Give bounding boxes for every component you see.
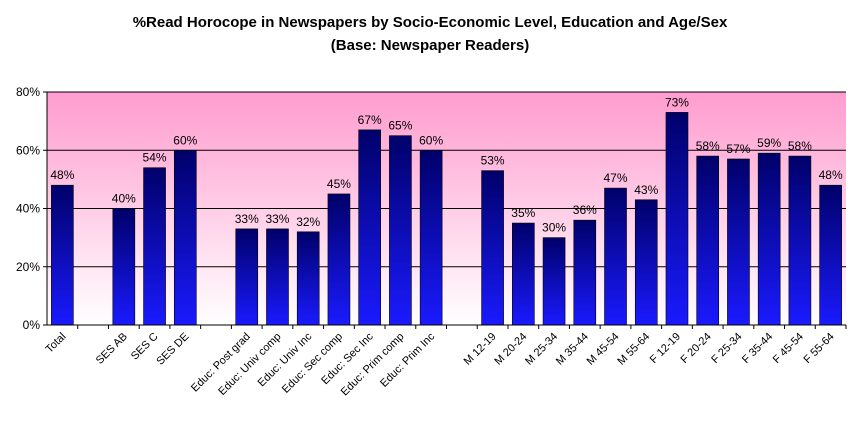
bar <box>727 158 750 326</box>
data-label: 32% <box>296 215 320 229</box>
x-tick-label: M 25-34 <box>523 331 560 368</box>
bar <box>358 129 381 326</box>
data-label: 60% <box>419 133 443 147</box>
bar <box>604 187 627 326</box>
x-tick-label: M 12-19 <box>462 331 499 368</box>
bar <box>51 184 74 326</box>
data-label: 47% <box>604 171 628 185</box>
y-tick-label: 0% <box>23 318 41 332</box>
bar <box>757 152 781 326</box>
y-tick-label: 20% <box>16 260 40 274</box>
x-tick-label: M 45-54 <box>585 331 622 368</box>
data-label: 58% <box>788 139 812 153</box>
data-label: 67% <box>358 113 382 127</box>
x-tick-label: F 45-54 <box>771 331 806 366</box>
chart-title: %Read Horocope in Newspapers by Socio-Ec… <box>132 14 728 31</box>
x-tick-label: F 25-34 <box>709 331 744 366</box>
data-label: 45% <box>327 177 351 191</box>
data-label: 57% <box>726 142 750 156</box>
data-label: 48% <box>819 168 843 182</box>
x-tick-label: F 20-24 <box>679 331 714 366</box>
data-label: 65% <box>388 119 412 133</box>
data-label: 58% <box>696 139 720 153</box>
bar <box>512 222 535 326</box>
bar <box>819 184 842 326</box>
bar <box>573 219 597 326</box>
bar <box>788 155 812 326</box>
bar <box>327 193 351 326</box>
data-label: 43% <box>634 183 658 197</box>
data-label: 60% <box>173 133 197 147</box>
data-label: 48% <box>50 168 74 182</box>
bar <box>143 167 166 326</box>
bar <box>665 112 689 326</box>
data-label: 53% <box>481 154 505 168</box>
y-tick-label: 80% <box>16 85 40 99</box>
data-label: 73% <box>665 95 689 109</box>
x-tick-label: SES AB <box>94 331 130 367</box>
data-label: 36% <box>573 203 597 217</box>
bar <box>235 228 259 326</box>
bar <box>296 231 320 326</box>
y-tick-label: 40% <box>16 202 40 216</box>
bar <box>419 149 443 326</box>
bar <box>173 149 197 326</box>
x-tick-label: M 55-64 <box>615 331 652 368</box>
bar <box>112 208 136 326</box>
bar <box>542 237 566 326</box>
y-tick-label: 60% <box>16 143 40 157</box>
x-tick-label: F 12-19 <box>648 331 683 366</box>
data-label: 59% <box>757 136 781 150</box>
bar <box>481 170 504 326</box>
data-label: 30% <box>542 221 566 235</box>
x-tick-label: M 20-24 <box>492 331 529 368</box>
data-label: 33% <box>265 212 289 226</box>
x-tick-label: Total <box>44 331 69 356</box>
bar <box>266 228 289 326</box>
data-label: 33% <box>235 212 259 226</box>
data-label: 54% <box>143 151 167 165</box>
x-tick-label: Educ: Prim Inc <box>378 330 437 389</box>
bar <box>389 135 412 326</box>
x-tick-label: Educ: Univ Inc <box>256 330 315 389</box>
bar <box>634 199 658 326</box>
x-tick-label: F 35-44 <box>740 331 775 366</box>
x-tick-label: F 55-64 <box>801 331 836 366</box>
x-tick-label: SES DE <box>154 331 191 368</box>
bar <box>696 155 720 326</box>
x-tick-label: M 35-44 <box>554 331 591 368</box>
chart-subtitle: (Base: Newspaper Readers) <box>330 37 530 54</box>
data-label: 35% <box>511 206 535 220</box>
data-label: 40% <box>112 192 136 206</box>
